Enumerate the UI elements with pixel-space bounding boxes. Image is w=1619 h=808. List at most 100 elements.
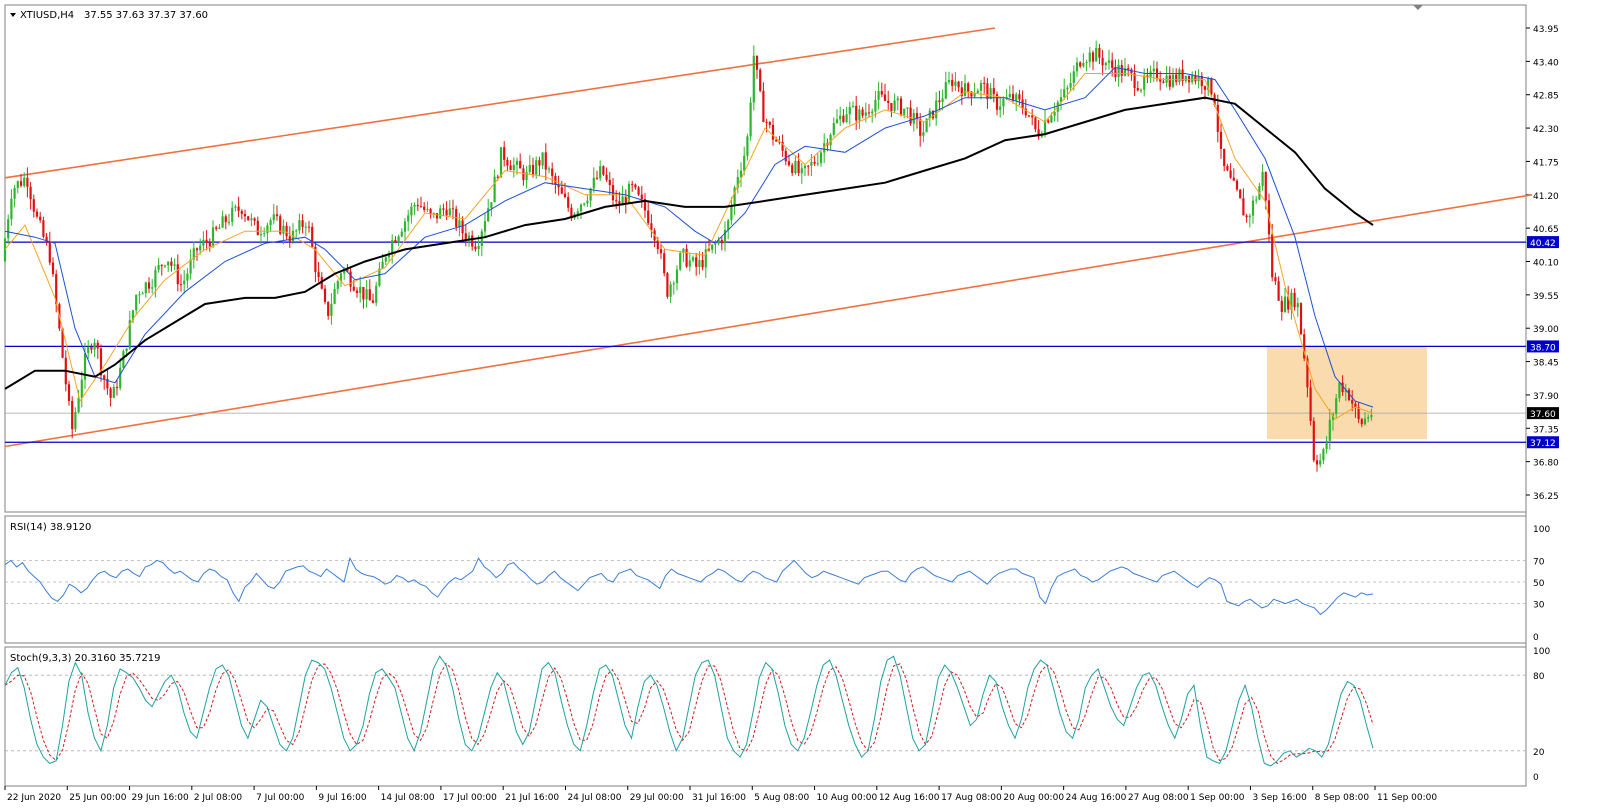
candle-body [909, 107, 912, 124]
candle-body [426, 208, 429, 210]
stoch-signal-line [4, 662, 1374, 765]
scroll-marker-icon[interactable] [1413, 5, 1423, 10]
candle-body [298, 220, 301, 231]
candle-body [1229, 170, 1232, 178]
candle-body [1245, 215, 1248, 218]
level-tag-support [1527, 436, 1559, 449]
candle-body [1351, 400, 1354, 404]
candle-body [1053, 111, 1056, 116]
time-tick-label: 17 Aug 08:00 [941, 793, 1002, 803]
candle-body [45, 236, 48, 242]
candle-body [823, 143, 826, 153]
candle-body [202, 239, 205, 246]
candle-body [119, 367, 122, 388]
candle-body [1280, 300, 1283, 312]
candle-body [771, 124, 775, 140]
candle-body [1341, 382, 1344, 393]
candle-body [490, 202, 493, 209]
moving-averages [4, 66, 1374, 420]
candle-body [1322, 449, 1325, 461]
candle-body [7, 219, 10, 239]
price-tick-label: 36.80 [1533, 459, 1559, 469]
candle-body [1242, 198, 1245, 216]
candle-body [560, 187, 563, 194]
candle-body [1146, 75, 1149, 77]
candle-body [99, 348, 103, 376]
candle-body [1203, 86, 1207, 90]
candle-body [1107, 60, 1111, 63]
candle-body [1370, 414, 1373, 418]
candle-body [1069, 83, 1072, 88]
candle-body [640, 194, 643, 200]
candle-body [125, 348, 128, 352]
candlesticks [3, 40, 1373, 472]
stoch-tick-label: 80 [1533, 672, 1545, 682]
candle-body [247, 216, 250, 221]
candle-body [1287, 296, 1290, 310]
price-tick-label: 43.40 [1533, 58, 1559, 68]
dropdown-triangle-icon[interactable] [10, 13, 16, 17]
candle-body [1066, 87, 1069, 90]
candle-body [1251, 200, 1255, 216]
candle-body [378, 268, 381, 286]
candle-body [80, 379, 83, 398]
candle-body [915, 113, 919, 120]
candle-body [1303, 334, 1306, 359]
candle-body [871, 111, 874, 114]
level-label-support: 37.12 [1530, 439, 1556, 449]
candle-body [279, 216, 282, 234]
candle-body [880, 91, 883, 95]
candle-body [371, 300, 375, 303]
candle-body [554, 175, 557, 185]
candle-body [874, 99, 877, 112]
candle-body [1152, 68, 1155, 72]
candle-body [1117, 65, 1120, 78]
symbol-label[interactable]: XTIUSD,H4 [20, 10, 74, 21]
candle-body [285, 225, 288, 237]
candle-body [170, 261, 173, 266]
candle-body [39, 216, 42, 221]
candle-body [650, 223, 653, 231]
candle-body [762, 90, 765, 122]
candle-body [813, 161, 816, 164]
candle-body [704, 249, 707, 268]
time-tick-label: 21 Jul 16:00 [505, 793, 559, 803]
candle-body [1114, 67, 1117, 78]
candle-body [1136, 88, 1139, 91]
candle-body [1162, 81, 1165, 83]
candle-body [1015, 94, 1018, 101]
rsi-line [4, 556, 1374, 616]
candle-body [1095, 47, 1098, 62]
price-tick-label: 40.10 [1533, 259, 1559, 269]
candle-body [1130, 69, 1133, 74]
candle-body [941, 98, 944, 103]
candle-body [48, 241, 51, 263]
candle-body [1335, 398, 1338, 414]
candle-body [275, 214, 279, 217]
candle-body [1011, 93, 1015, 101]
rsi-panel[interactable] [4, 515, 1527, 644]
candle-body [903, 108, 906, 115]
time-tick-label: 14 Jul 08:00 [381, 793, 435, 803]
time-tick-label: 2 Jul 08:00 [194, 793, 243, 803]
candle-body [983, 82, 986, 84]
rsi-tick-label: 0 [1533, 633, 1539, 643]
candle-body [93, 342, 96, 350]
candle-body [1043, 120, 1047, 135]
price-tick-label: 39.00 [1533, 325, 1559, 335]
candle-body [1171, 74, 1175, 87]
candle-body [647, 210, 650, 224]
price-tick-label: 39.55 [1533, 292, 1559, 302]
current-price-tag [1527, 407, 1559, 420]
candle-body [234, 206, 237, 208]
candle-body [535, 160, 538, 175]
candle-body [1104, 62, 1107, 66]
candle-body [327, 301, 330, 316]
ma-mid-line [4, 66, 1374, 408]
candle-body [1357, 407, 1360, 420]
candle-body [416, 205, 419, 207]
price-tick-label: 36.25 [1533, 492, 1559, 502]
candle-body [503, 147, 506, 160]
stoch-panel[interactable] [4, 646, 1527, 787]
